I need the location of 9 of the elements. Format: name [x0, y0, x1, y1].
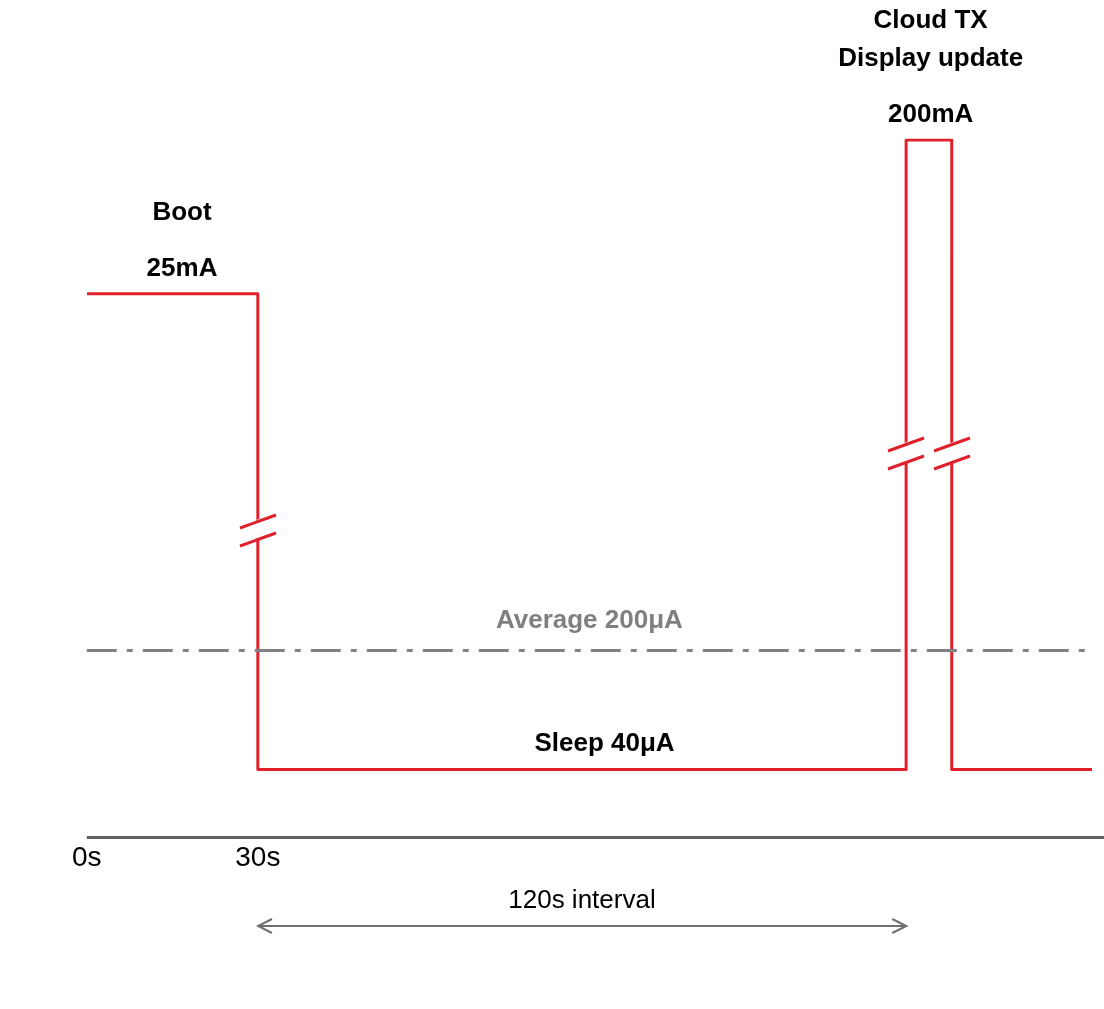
- data-label: Sleep 40μA: [534, 727, 675, 758]
- data-label: 200mA: [888, 98, 974, 128]
- annotation: Boot: [152, 195, 212, 226]
- annotation: Cloud TX Display update: [838, 4, 1024, 72]
- x-tick-label: 0s: [72, 840, 102, 872]
- text: 120s interval: [507, 884, 657, 916]
- x-tick-label: 30s: [235, 840, 281, 872]
- ref-line-label: Average 200μA: [495, 604, 684, 635]
- data-label: 25mA: [146, 251, 218, 282]
